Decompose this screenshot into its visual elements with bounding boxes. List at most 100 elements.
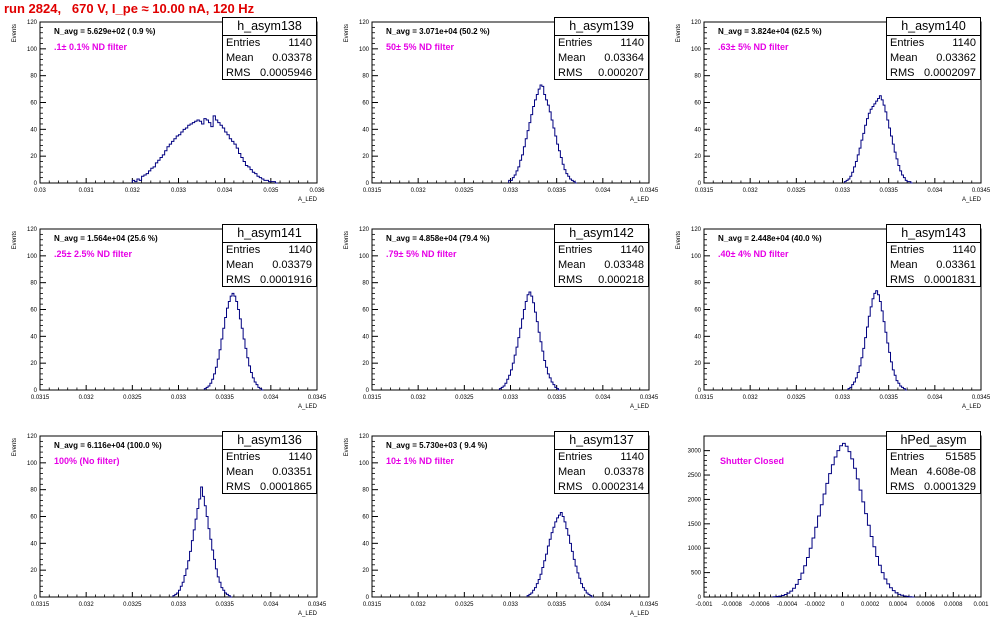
y-tick-label: 100 (691, 254, 702, 260)
x-tick-label: 0.034 (927, 188, 943, 194)
x-tick-label: 0.032 (411, 395, 427, 401)
y-tick-label: 80 (362, 488, 369, 494)
x-tick-label: 0.034 (927, 395, 943, 401)
histogram-bin (165, 151, 167, 183)
x-tick-label: -0.0002 (805, 602, 826, 608)
histogram-bin (881, 311, 883, 390)
histogram-bin (234, 296, 236, 390)
stats-row-entries: Entries 1140 (555, 450, 648, 465)
y-tick-label: 100 (691, 47, 702, 53)
histogram-bin (195, 519, 197, 597)
y-tick-label: 0 (366, 595, 370, 601)
histogram-bin (551, 533, 553, 597)
navg-label: N_avg = 1.564e+04 (25.6 %) (54, 234, 158, 243)
y-tick-label: 20 (362, 361, 369, 367)
histogram-bin (829, 474, 832, 597)
y-tick-label: 120 (27, 434, 38, 440)
stats-label: Mean (226, 52, 254, 64)
y-tick-label: 40 (362, 334, 369, 340)
y-tick-label: 20 (30, 361, 37, 367)
y-tick-label: 120 (27, 20, 38, 26)
filter-label: Shutter Closed (720, 456, 785, 466)
histogram-bin (865, 514, 868, 597)
histogram-bin (553, 527, 555, 597)
histogram-bin (230, 296, 232, 390)
histogram-bin (183, 129, 185, 183)
y-tick-label: 20 (30, 568, 37, 574)
y-tick-label: 20 (30, 154, 37, 160)
histogram-bin (823, 494, 826, 597)
y-tick-label: 40 (30, 127, 37, 133)
histogram-bin (523, 310, 525, 391)
x-tick-label: 0.033 (503, 395, 519, 401)
x-tick-label: 0.032 (411, 602, 427, 608)
stats-label: RMS (890, 67, 915, 79)
x-tick-label: 0.032 (743, 395, 759, 401)
histogram-bin (211, 127, 213, 183)
histogram-bin (549, 112, 551, 183)
y-tick-label: 100 (359, 461, 370, 467)
stats-value: 0.03378 (272, 52, 312, 64)
stats-value: 0.03379 (272, 259, 312, 271)
y-tick-label: 120 (359, 20, 370, 26)
histogram-bin (564, 522, 566, 597)
histogram-series (847, 290, 908, 391)
y-tick-label: 2000 (688, 497, 702, 503)
histogram-panel-h_asym141: 0.0315 0.032 0.0325 0.033 0.0335 0.034 0.0345 0… (5, 224, 327, 415)
histogram-panel-h_asym142: 0.0315 0.032 0.0325 0.033 0.0335 0.034 0.0345 0… (337, 224, 659, 415)
run-title: run 2824, 670 V, I_pe ≈ 10.00 nA, 120 Hz (4, 1, 255, 16)
histogram-bin (879, 301, 881, 390)
y-tick-label: 60 (30, 515, 37, 521)
y-tick-label: 80 (30, 74, 37, 80)
y-tick-label: 40 (362, 127, 369, 133)
y-tick-label: 80 (30, 281, 37, 287)
x-tick-label: 0.001 (973, 602, 989, 608)
histogram-bin (549, 539, 551, 597)
histogram-bin (153, 167, 155, 183)
histogram-bin (559, 515, 561, 597)
histogram-series (508, 84, 577, 184)
histogram-bin (862, 502, 865, 597)
x-tick-label: 0.0315 (695, 188, 714, 194)
stats-value: 0.0005946 (260, 67, 312, 79)
histogram-bin (172, 141, 174, 183)
x-tick-label: 0.033 (835, 188, 851, 194)
histogram-bin (870, 307, 872, 390)
histogram-bin (227, 135, 229, 183)
histogram-bin (215, 120, 217, 183)
filter-label: .40± 4% ND filter (718, 249, 789, 259)
y-axis-title: Events (12, 438, 18, 456)
stats-label: Mean (890, 52, 918, 64)
histogram-svg: 0.0315 0.032 0.0325 0.033 0.0335 0.034 0.0345 0… (676, 20, 991, 203)
stats-row-entries: Entries 1140 (555, 36, 648, 51)
stats-row-mean: Mean 0.03361 (887, 258, 980, 273)
x-tick-label: 0.0335 (547, 395, 566, 401)
stats-row-mean: Mean 0.03379 (223, 258, 316, 273)
navg-label: N_avg = 3.071e+04 (50.2 %) (386, 27, 490, 36)
y-tick-label: 2500 (688, 473, 702, 479)
histogram-series (172, 486, 233, 598)
filter-label: .63± 5% ND filter (718, 42, 789, 52)
stats-value: 1140 (288, 451, 312, 463)
x-tick-label: 0.0335 (879, 188, 898, 194)
histogram-bin (160, 158, 162, 183)
stats-label: Entries (558, 244, 593, 256)
stats-row-mean: Mean 4.608e-08 (887, 465, 980, 480)
x-tick-label: 0.034 (263, 395, 279, 401)
stats-label: Entries (558, 37, 593, 49)
stats-row-rms: RMS 0.0001865 (223, 480, 316, 495)
histogram-bin (533, 303, 535, 390)
stats-value: 0.03364 (604, 52, 644, 64)
x-tick-label: 0.0315 (695, 395, 714, 401)
histogram-series (203, 292, 264, 391)
y-tick-label: 40 (694, 127, 701, 133)
stats-value: 0.0001865 (260, 481, 312, 493)
stats-label: RMS (226, 274, 251, 286)
x-tick-label: 0.0345 (640, 395, 659, 401)
filter-label: 50± 5% ND filter (386, 42, 454, 52)
histogram-bin (820, 505, 823, 597)
y-tick-label: 120 (27, 227, 38, 233)
histogram-bin (220, 125, 222, 183)
histogram-bin (222, 128, 224, 183)
histogram-bin (197, 508, 199, 597)
